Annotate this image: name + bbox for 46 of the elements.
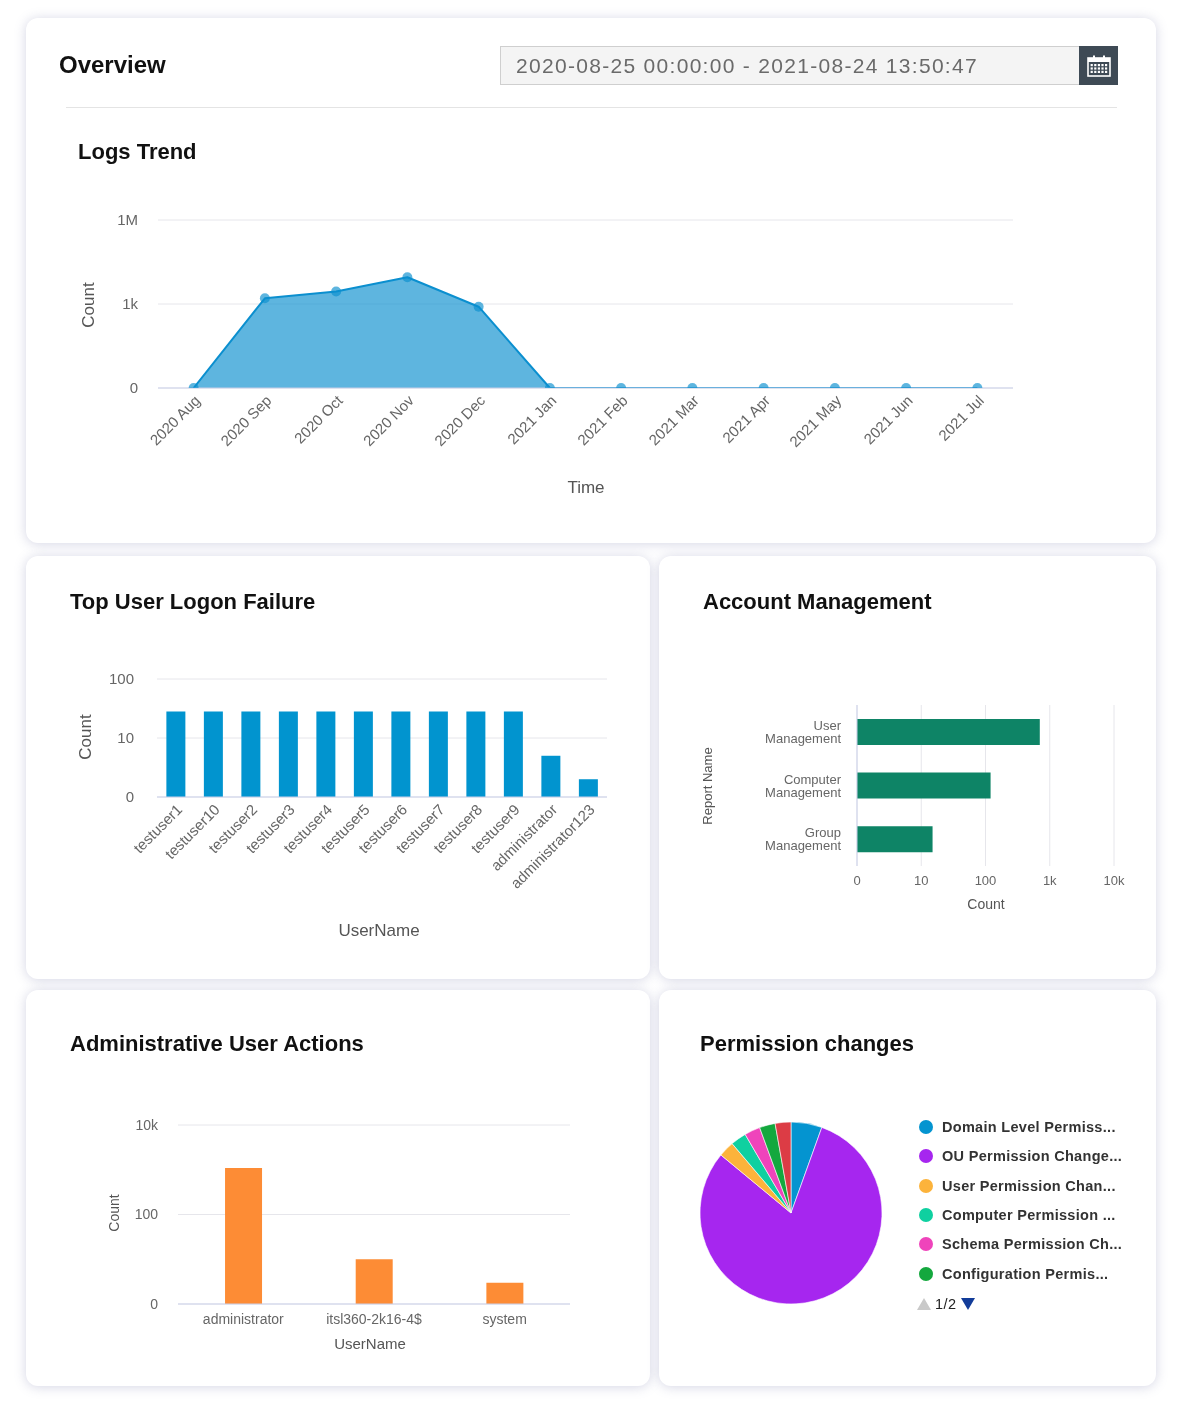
legend-label: Configuration Permis... — [942, 1265, 1109, 1282]
x-axis-title: UserName — [338, 920, 420, 942]
y-axis-title: Report Name — [700, 747, 716, 825]
x-tick-label: 10k — [1103, 873, 1125, 889]
point — [259, 293, 270, 304]
y-tick-label: 100 — [108, 670, 134, 688]
text: 1/2 — [935, 1296, 957, 1312]
y-tick-label: 0 — [129, 379, 138, 397]
y-axis-title: Count — [75, 714, 96, 760]
y-tick-label: 0 — [125, 788, 134, 806]
text: Overview — [59, 50, 166, 80]
x-axis-title: UserName — [334, 1335, 406, 1353]
y-tick-label: User Management — [765, 717, 842, 746]
x-tick-label: itsl360-2k16-4$ — [326, 1310, 423, 1327]
y-tick-label: 10k — [135, 1116, 159, 1133]
legend-label: User Permission Chan... — [942, 1177, 1116, 1194]
x-axis-title: Count — [967, 895, 1005, 913]
chart-title: Permission changes — [700, 1030, 914, 1058]
legend-label: Schema Permission Ch... — [942, 1236, 1123, 1253]
point — [473, 301, 484, 312]
x-tick-label: 10 — [914, 873, 929, 889]
y-tick-label: 0 — [150, 1295, 159, 1312]
x-tick-label: administrator — [202, 1310, 285, 1327]
chart-title: Account Management — [703, 588, 932, 616]
date-range-field: 2020-08-25 00:00:00 - 2021-08-24 13:50:47 — [500, 46, 1080, 85]
x-axis-title: Time — [567, 477, 605, 499]
legend-label: Domain Level Permiss... — [942, 1119, 1116, 1135]
chart-title: Logs Trend — [78, 138, 197, 166]
y-axis-title: Count — [105, 1194, 123, 1232]
chart-title: Top User Logon Failure — [70, 588, 316, 616]
x-tick-label: 100 — [974, 873, 997, 889]
legend-label: Computer Permission ... — [942, 1206, 1116, 1223]
y-tick-label: 10 — [117, 729, 134, 747]
x-tick-label: system — [482, 1310, 527, 1327]
legend-label: OU Permission Change... — [942, 1148, 1123, 1165]
y-axis-title: Count — [78, 282, 99, 328]
x-tick-label: 0 — [853, 873, 861, 889]
y-tick-label: 1M — [117, 211, 138, 229]
point — [402, 272, 413, 283]
x-tick-label: 1k — [1042, 873, 1058, 889]
y-tick-label: Computer Management — [765, 771, 842, 800]
y-tick-label: 1k — [122, 295, 139, 313]
y-tick-label: Group Management — [765, 825, 842, 854]
chart-title: Administrative User Actions — [70, 1030, 364, 1058]
point — [331, 286, 342, 297]
y-tick-label: 100 — [134, 1206, 159, 1223]
